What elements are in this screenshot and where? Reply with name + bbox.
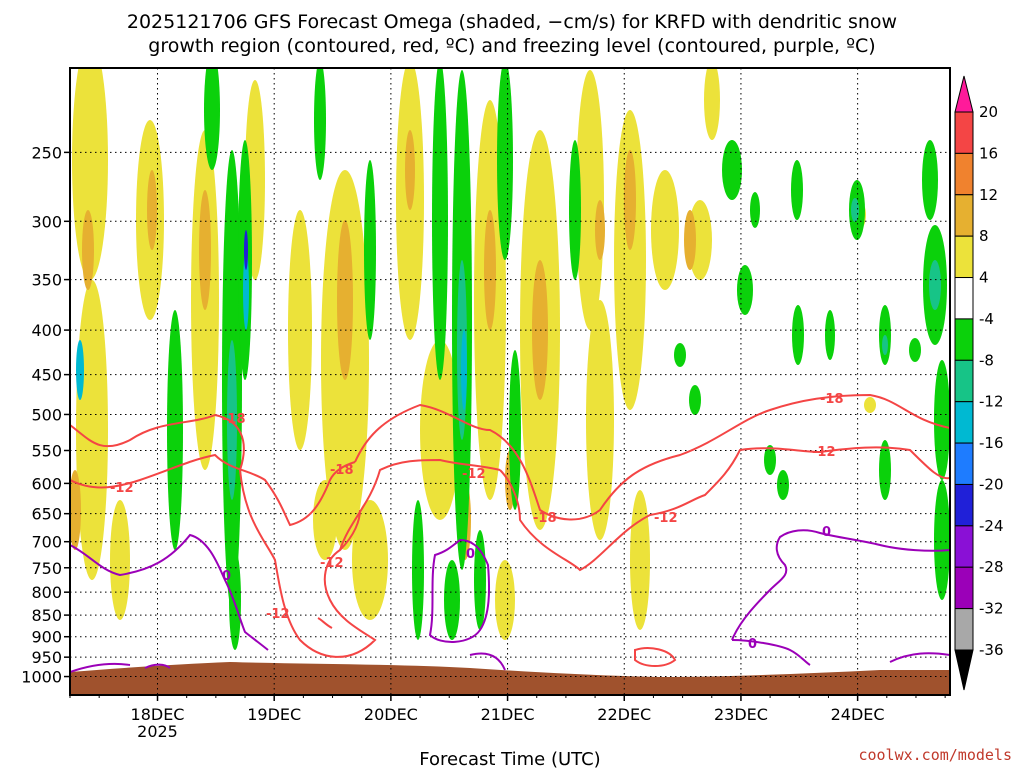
y-tick-label: 300: [31, 212, 62, 231]
colorbar-swatch: [954, 152, 974, 196]
colorbar-swatch: [954, 525, 974, 568]
colorbar-label: -36: [979, 641, 1004, 659]
y-tick-label: 600: [31, 474, 62, 493]
x-tick-label: 22DEC: [597, 705, 651, 724]
colorbar-label: -8: [979, 351, 994, 369]
colorbar-swatch: [954, 194, 974, 237]
x-tick-label: 18DEC: [131, 705, 185, 724]
chart-title-line-2: growth region (contoured, red, ºC) and f…: [148, 35, 876, 57]
x-axis-title: Forecast Time (UTC): [419, 749, 600, 768]
chart-title-line-1: 2025121706 GFS Forecast Omega (shaded, −…: [126, 11, 898, 33]
colorbar-swatch: [954, 483, 974, 527]
y-tick-label: 850: [31, 606, 62, 625]
colorbar-label: -20: [979, 475, 1004, 493]
colorbar-swatch: [954, 277, 974, 320]
colorbar-label: 8: [979, 227, 989, 245]
dgz-contours: [70, 393, 950, 667]
colorbar-label: 4: [979, 269, 989, 287]
x-tick-label: 24DEC: [831, 705, 885, 724]
y-tick-label: 1000: [21, 668, 62, 687]
y-axis: 250 300 350 400 450 500 550 600 650 700 750 800 850 9…: [21, 143, 70, 687]
y-tick-label: 350: [31, 271, 62, 290]
colorbar-swatch: [954, 442, 974, 485]
contour-label-freezing: 0: [222, 569, 231, 584]
contour-label-dgz: -18: [330, 463, 354, 478]
contour-label-freezing: 0: [466, 547, 475, 562]
x-tick-label: 19DEC: [247, 705, 301, 724]
y-tick-label: 250: [31, 143, 62, 162]
credit-text: coolwx.com/models: [858, 746, 1012, 764]
grid: [70, 68, 950, 695]
y-tick-label: 750: [31, 559, 62, 578]
colorbar-swatch: [954, 318, 974, 361]
omega-shading: [70, 68, 950, 650]
colorbar-swatch: [954, 608, 974, 651]
x-year-label: 2025: [137, 722, 178, 741]
y-tick-label: 950: [31, 648, 62, 667]
colorbar-label: 12: [979, 186, 998, 204]
colorbar-swatch: [954, 359, 974, 403]
y-tick-label: 900: [31, 628, 62, 647]
colorbar-label: 16: [979, 144, 998, 162]
x-tick-label: 20DEC: [364, 705, 418, 724]
colorbar-label: 20: [979, 103, 998, 121]
colorbar-label: -4: [979, 310, 994, 328]
colorbar-swatch: [954, 566, 974, 610]
colorbar-swatch: [954, 401, 974, 444]
colorbar-top-arrow: [954, 75, 974, 113]
colorbar-label: -32: [979, 600, 1004, 618]
y-tick-label: 400: [31, 321, 62, 340]
y-tick-label: 450: [31, 366, 62, 385]
contour-label-dgz: -18: [820, 392, 844, 407]
freezing-level-contours: [70, 529, 950, 673]
dgz-contour-labels: -18 -12 -18 -12 -12 -18 -12 -12 -18 -12: [110, 392, 844, 622]
colorbar-swatch: [954, 235, 974, 279]
contour-label-dgz: -12: [462, 467, 486, 482]
surface-terrain: [70, 662, 950, 695]
freezing-level-labels: 0 0 0 0: [222, 525, 831, 652]
contour-label-dgz: -12: [320, 556, 344, 571]
colorbar-label: -24: [979, 517, 1004, 535]
x-axis: 18DEC 19DEC 20DEC 21DEC 22DEC 23DEC 24DEC 2025: [69, 695, 946, 741]
colorbar-label: -28: [979, 558, 1004, 576]
y-tick-label: 700: [31, 533, 62, 552]
x-tick-label: 21DEC: [481, 705, 535, 724]
colorbar-bottom-arrow: [954, 649, 974, 691]
colorbar-label: -12: [979, 393, 1004, 411]
contour-label-dgz: -12: [812, 445, 836, 460]
y-tick-label: 800: [31, 583, 62, 602]
colorbar-label: -16: [979, 434, 1004, 452]
plot-frame: [69, 67, 951, 696]
contour-label-dgz: -18: [222, 412, 246, 427]
contour-label-dgz: -18: [533, 511, 557, 526]
contour-label-freezing: 0: [748, 637, 757, 652]
x-tick-label: 23DEC: [714, 705, 768, 724]
y-tick-label: 650: [31, 505, 62, 524]
colorbar-swatch: [954, 111, 974, 154]
contour-label-dgz: -12: [266, 607, 290, 622]
contour-label-dgz: -12: [110, 481, 134, 496]
contour-label-dgz: -12: [654, 511, 678, 526]
y-tick-label: 550: [31, 442, 62, 461]
colorbar: 20 16 12 8 4 -4 -8 -12 -16 -20 -24 -28 -32 -36: [954, 75, 1004, 691]
y-tick-label: 500: [31, 405, 62, 424]
contour-label-freezing: 0: [822, 525, 831, 540]
